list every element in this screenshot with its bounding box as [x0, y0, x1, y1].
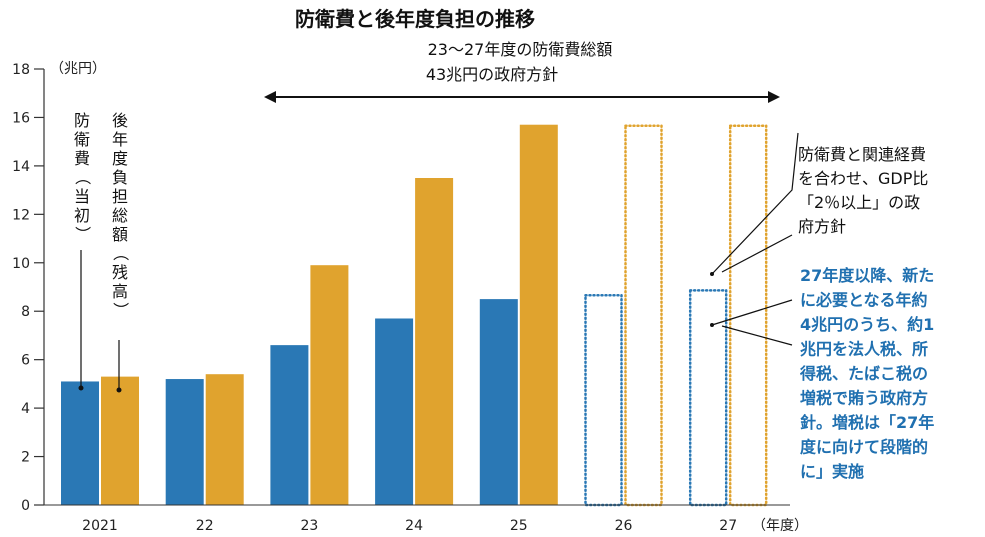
leader-burden-dot: [116, 387, 122, 393]
note-line: 兆円を法人税、所: [800, 340, 928, 359]
y-tick-label: 16: [12, 110, 30, 126]
note-line: 防衛費と関連経費: [798, 145, 926, 164]
note-line: を合わせ、GDP比: [798, 169, 928, 188]
range-note-line1: 23～27年度の防衛費総額: [428, 40, 613, 59]
chart-title: 防衛費と後年度負担の推移: [295, 7, 535, 31]
y-tick-label: 12: [12, 207, 30, 223]
x-unit-label: （年度）: [752, 518, 808, 534]
series-label-char: 総: [112, 206, 128, 225]
series-label-char: ）: [111, 302, 130, 318]
y-tick-label: 18: [12, 62, 30, 78]
x-tick-label: 22: [196, 518, 214, 534]
note-line: に必要となる年約: [800, 291, 928, 310]
series-label-char: （: [111, 245, 130, 261]
x-tick-label: 26: [615, 518, 633, 534]
series-label-char: 度: [112, 149, 128, 168]
y-axis: 0 2 4 6 8 10 12 14 16 18: [12, 62, 45, 514]
bar-defense-23: [270, 345, 309, 505]
series-label-char: 担: [112, 187, 128, 206]
note-line: 27年度以降、新た: [800, 266, 934, 285]
x-tick-label: 24: [405, 518, 423, 534]
x-tick-label: 2021: [82, 518, 118, 534]
x-axis-ticks: 2021 22 23 24 25 26 27: [82, 518, 737, 534]
tax-callout-leader2: [721, 325, 793, 346]
x-tick-label: 27: [719, 518, 737, 534]
y-tick-label: 2: [21, 450, 30, 466]
x-tick-label: 25: [510, 518, 528, 534]
y-tick-label: 10: [12, 256, 30, 272]
range-arrow: [264, 91, 780, 103]
bar-defense-26: [584, 294, 623, 507]
y-unit-label: （兆円）: [50, 61, 106, 77]
series-label-char: 額: [112, 225, 128, 244]
note-line: 得税、たばこ税の: [799, 364, 928, 383]
tax-callout-leader: [711, 299, 793, 326]
series-label-char: 衛: [74, 130, 90, 149]
bar-defense-22: [165, 379, 204, 505]
x-tick-label: 23: [300, 518, 318, 534]
series-label-char: 残: [112, 263, 128, 282]
note-line: 度に向けて段階的: [800, 438, 928, 457]
range-note-line2: 43兆円の政府方針: [426, 65, 558, 84]
bar-burden-22: [205, 374, 244, 505]
series-label-defense: 防衛費（ 当初）: [73, 111, 92, 242]
note-line: 増税で賄う政府方: [800, 389, 928, 408]
series-label-char: 年: [112, 130, 128, 149]
gdp-callout-leader: [711, 132, 799, 275]
bar-burden-26: [624, 124, 663, 507]
bar-burden-25: [519, 124, 558, 505]
bar-burden-24: [415, 178, 454, 505]
series-label-char: 初: [74, 206, 90, 225]
bar-defense-25: [479, 299, 518, 505]
gdp-callout-leader2: [721, 234, 793, 273]
tax-callout-dot: [710, 323, 714, 327]
note-line: 「2％以上」の政: [798, 193, 920, 212]
y-tick-label: 14: [12, 159, 30, 175]
series-label-char: （: [73, 169, 92, 185]
leader-defense-dot: [78, 385, 84, 391]
note-line: 府方針: [798, 217, 846, 236]
y-tick-label: 4: [21, 401, 30, 417]
series-label-char: 防: [74, 111, 90, 130]
y-tick-label: 8: [21, 304, 30, 320]
bars: [44, 124, 790, 507]
series-label-char: ）: [73, 226, 92, 242]
bar-burden-2021: [101, 376, 139, 505]
note-line: に」実施: [800, 462, 864, 481]
bar-defense-24: [375, 318, 414, 505]
series-label-char: 費: [74, 149, 90, 168]
note-line: 針。増税は「27年: [800, 413, 934, 432]
bar-burden-27: [728, 124, 768, 507]
y-tick-label: 0: [21, 498, 30, 514]
gdp-callout-dot: [710, 272, 714, 276]
series-label-char: 高: [112, 282, 128, 301]
y-tick-label: 6: [21, 353, 30, 369]
series-label-char: 後: [112, 111, 128, 130]
series-label-char: 負: [112, 168, 128, 187]
note-line: 4兆円のうち、約1: [800, 315, 934, 334]
bar-burden-23: [310, 265, 349, 505]
bar-defense-2021: [61, 381, 99, 505]
series-label-char: 当: [74, 187, 90, 206]
